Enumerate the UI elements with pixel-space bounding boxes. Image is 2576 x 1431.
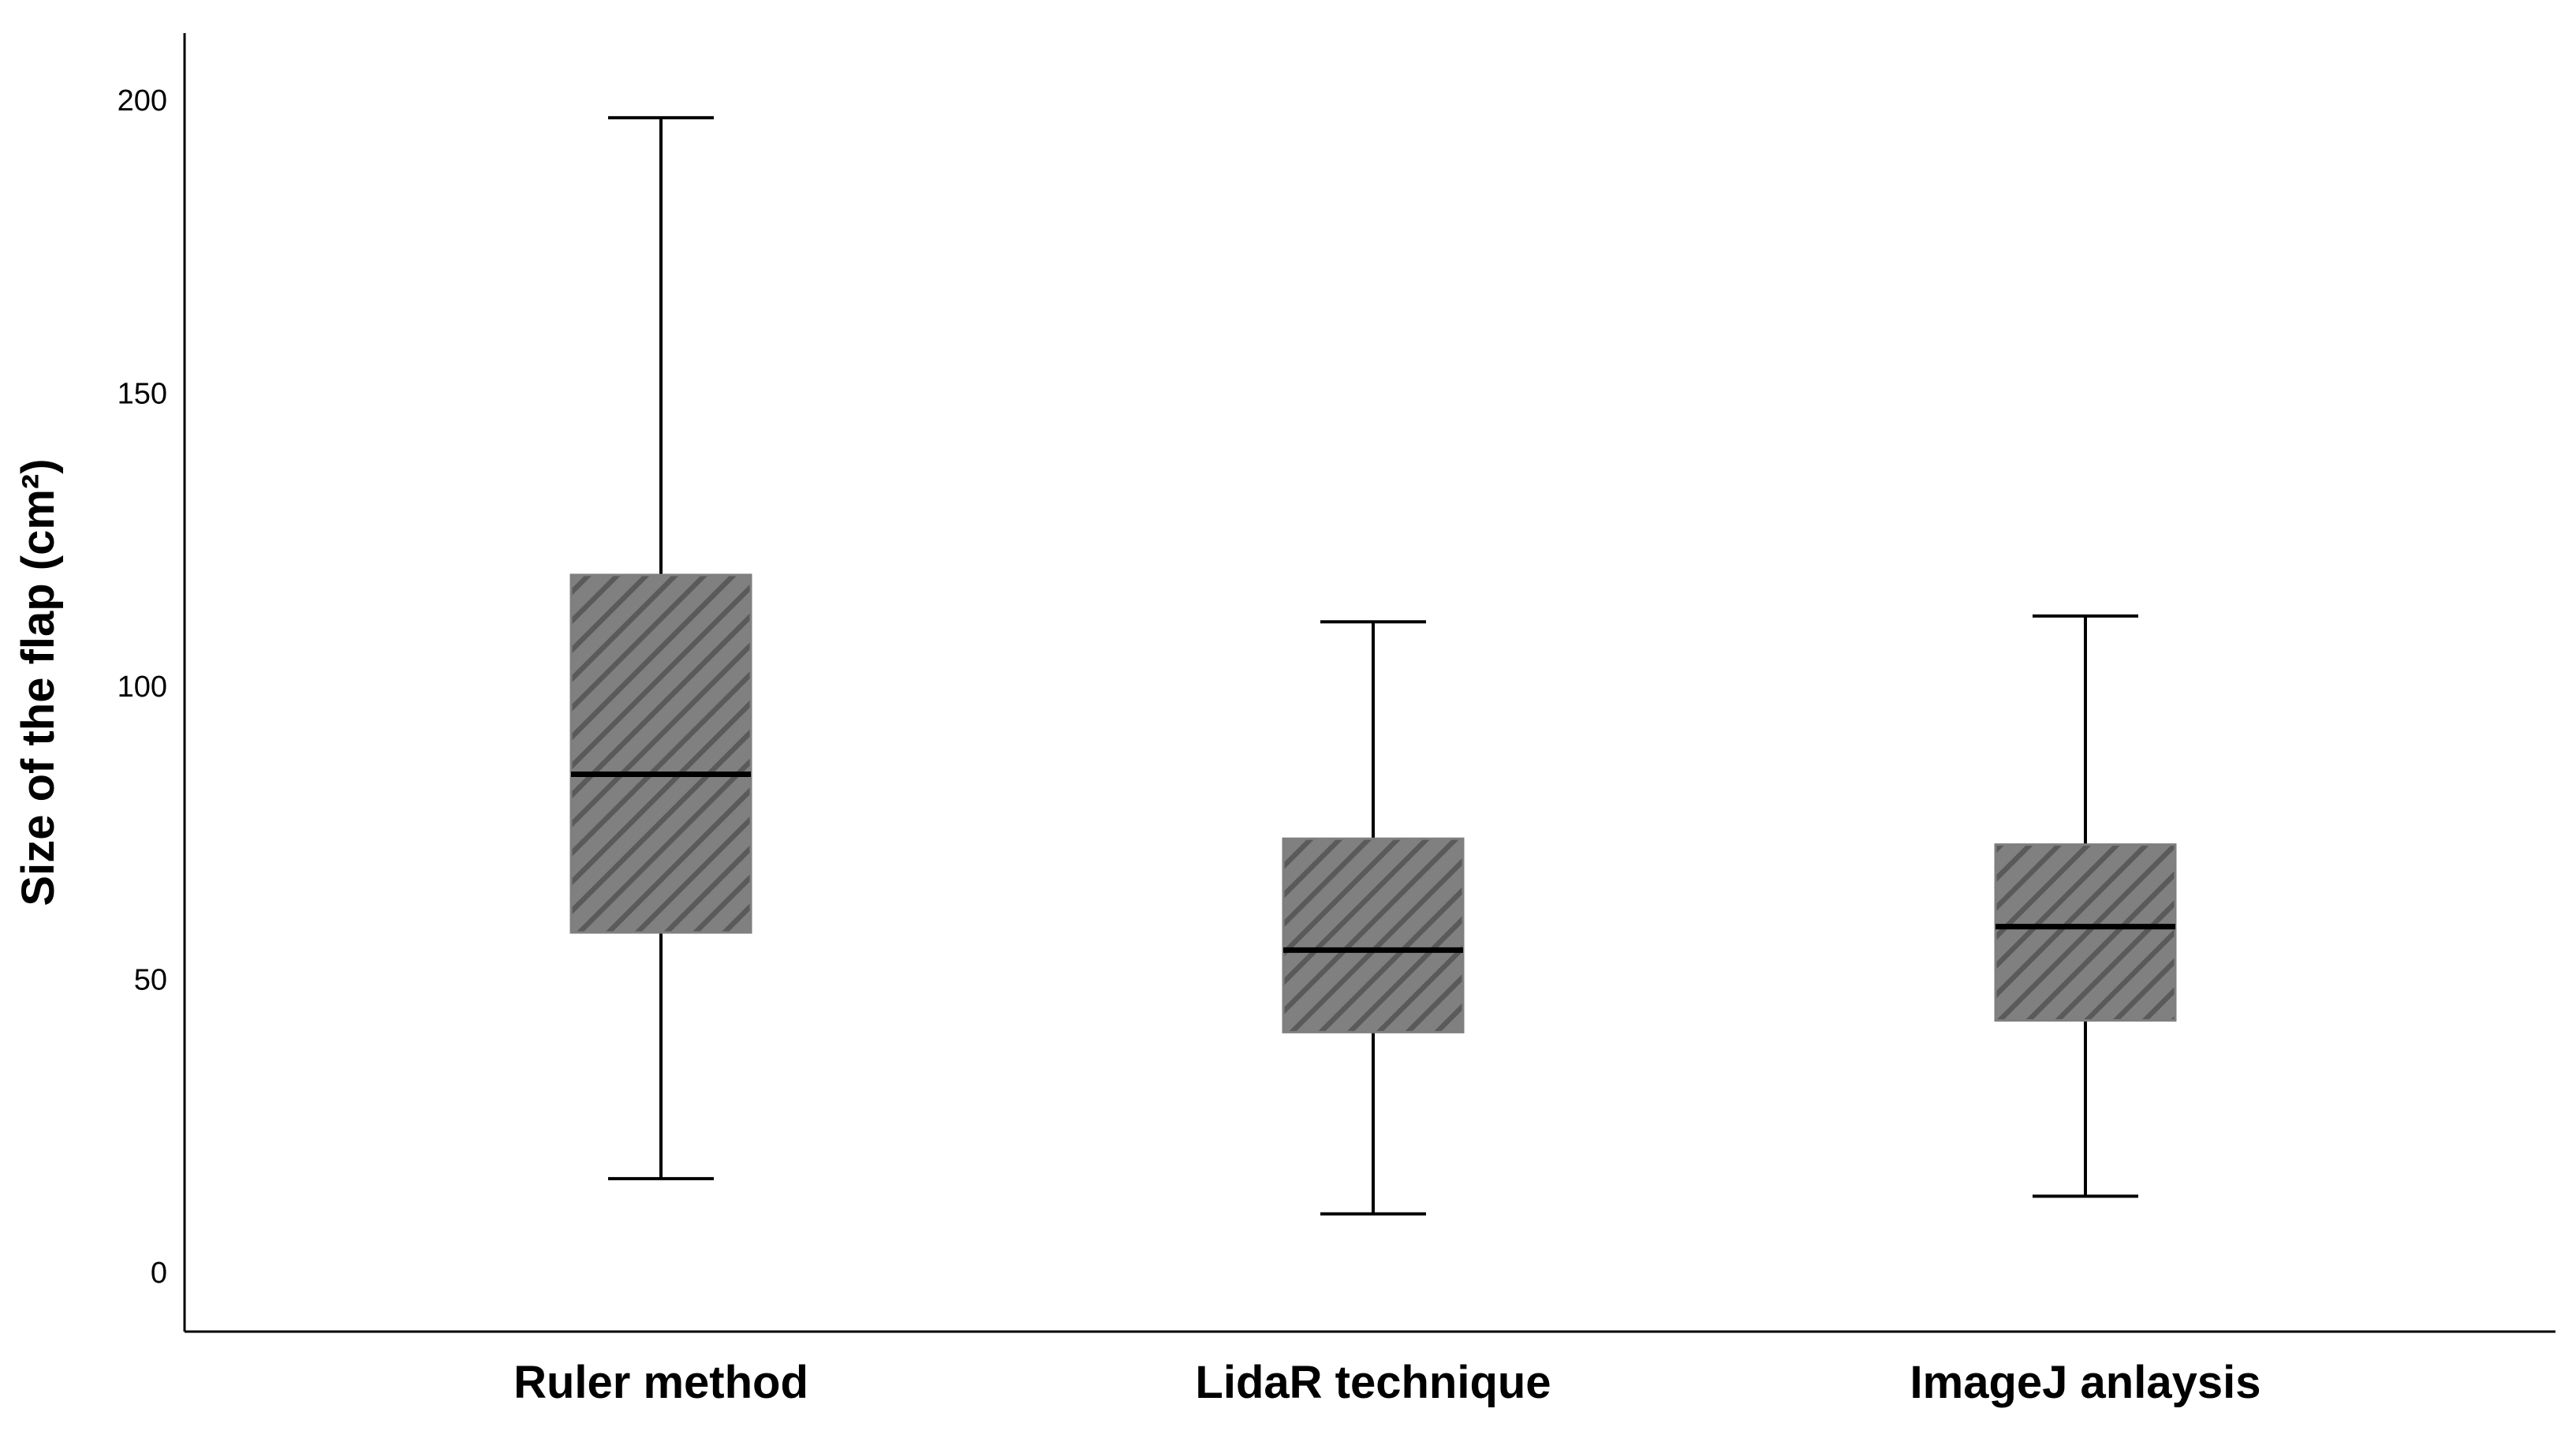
y-tick-label-0: 0 <box>151 1257 167 1290</box>
y-tick-label-150: 150 <box>118 378 167 411</box>
y-tick-label-200: 200 <box>118 84 167 118</box>
box-lidar-technique <box>1282 620 1465 1216</box>
y-tick-labels: 0 50 100 150 200 <box>118 84 167 1290</box>
box-ruler-method <box>569 116 752 1181</box>
y-tick-label-100: 100 <box>118 671 167 704</box>
iqr-box <box>1282 837 1465 1033</box>
category-label-lidar-technique: LidaR technique <box>1195 1357 1551 1408</box>
y-tick-label-50: 50 <box>134 964 167 997</box>
iqr-box <box>1994 843 2177 1022</box>
category-label-ruler-method: Ruler method <box>513 1357 808 1408</box>
boxes-group <box>569 116 2177 1216</box>
box-imagej-anlaysis <box>1994 614 2177 1198</box>
iqr-box <box>569 574 752 934</box>
category-label-imagej-anlaysis: ImageJ anlaysis <box>1910 1357 2261 1408</box>
y-axis-title: Size of the flap (cm²) <box>13 458 64 906</box>
category-labels: Ruler method LidaR technique ImageJ anlays… <box>513 1357 2261 1408</box>
